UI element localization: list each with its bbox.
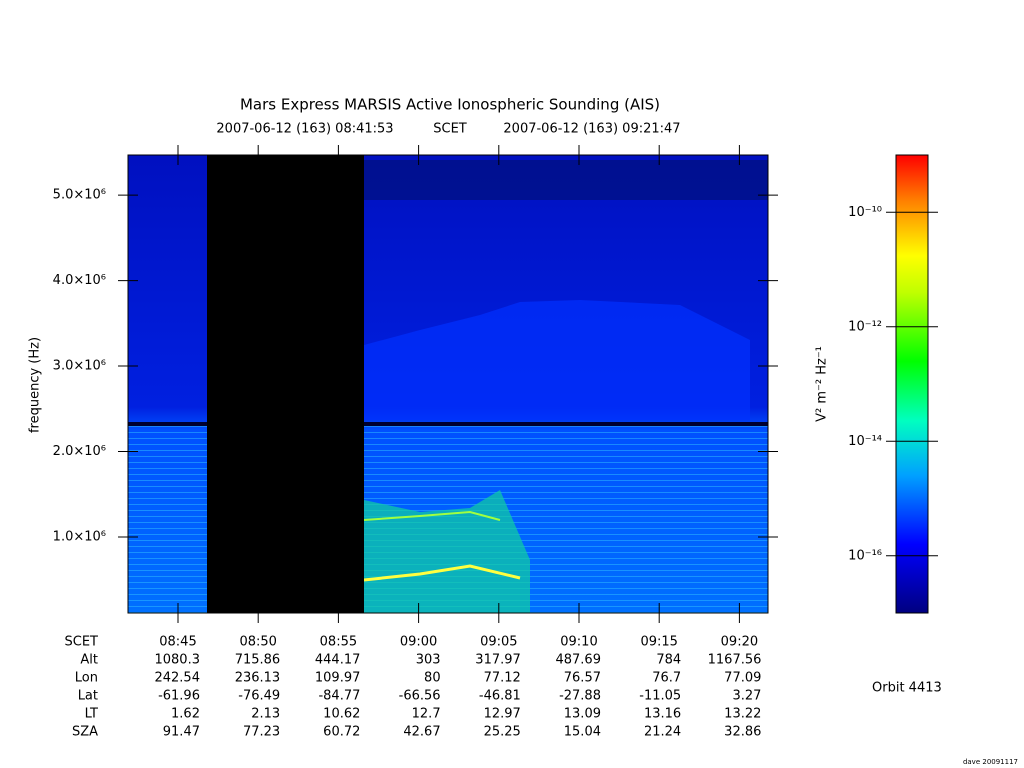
table-value: 76.57 — [564, 671, 601, 686]
x-tick-label: 09:00 — [400, 635, 437, 650]
table-value: 13.09 — [564, 707, 601, 722]
table-value: -61.96 — [158, 689, 200, 704]
y-tick-label: 3.0×10⁶ — [53, 359, 106, 374]
table-value: 10.62 — [323, 707, 360, 722]
x-tick-label: 08:50 — [239, 635, 276, 650]
spectrogram-line — [128, 422, 768, 426]
y-tick-label: 5.0×10⁶ — [53, 188, 106, 203]
table-value: 317.97 — [475, 653, 521, 668]
row-label: Alt — [80, 653, 98, 668]
table-value: 3.27 — [732, 689, 761, 704]
spectrogram-band — [364, 160, 768, 200]
table-value: 13.16 — [644, 707, 681, 722]
x-tick-label: 08:55 — [320, 635, 357, 650]
spectrogram-region — [364, 300, 750, 420]
table-value: 444.17 — [315, 653, 361, 668]
x-tick-label: 09:15 — [640, 635, 677, 650]
x-tick-label: 09:20 — [721, 635, 758, 650]
spectrogram-trace — [363, 564, 521, 582]
data-gap — [207, 155, 364, 613]
table-value: 487.69 — [555, 653, 601, 668]
colorbar-tick-label: 10⁻¹⁶ — [848, 548, 882, 563]
table-value: 15.04 — [564, 725, 601, 740]
table-value: 12.7 — [412, 707, 441, 722]
y-tick-label: 1.0×10⁶ — [53, 529, 106, 544]
row-label: LT — [85, 707, 98, 722]
table-value: 109.97 — [315, 671, 361, 686]
table-value: 1.62 — [171, 707, 200, 722]
table-value: -66.56 — [399, 689, 441, 704]
table-value: 80 — [424, 671, 441, 686]
subtitle: 2007-06-12 (163) 08:41:53 — [216, 122, 393, 137]
y-tick-label: 4.0×10⁶ — [53, 273, 106, 288]
table-value: 77.12 — [484, 671, 521, 686]
y-axis-label: frequency (Hz) — [28, 337, 43, 433]
row-label: SZA — [72, 725, 98, 740]
table-value: 303 — [416, 653, 441, 668]
table-value: 91.47 — [163, 725, 200, 740]
table-value: 236.13 — [235, 671, 281, 686]
table-value: -27.88 — [559, 689, 601, 704]
spectrogram-region — [364, 490, 530, 613]
orbit-label: Orbit 4413 — [872, 681, 942, 696]
row-label: Lon — [75, 671, 98, 686]
x-tick-label: 09:10 — [560, 635, 597, 650]
spectrogram-image — [128, 155, 768, 613]
table-value: 25.25 — [484, 725, 521, 740]
table-value: 784 — [656, 653, 681, 668]
x-tick-label: 09:05 — [480, 635, 517, 650]
colorbar-tick-label: 10⁻¹⁴ — [848, 434, 882, 449]
table-value: 76.7 — [652, 671, 681, 686]
table-value: 242.54 — [154, 671, 200, 686]
table-value: 1080.3 — [154, 653, 200, 668]
subtitle: SCET — [433, 122, 467, 137]
table-value: -11.05 — [639, 689, 681, 704]
table-value: -76.49 — [238, 689, 280, 704]
table-value: 32.86 — [724, 725, 761, 740]
row-label: SCET — [65, 635, 99, 650]
colorbar-tick-label: 10⁻¹² — [848, 319, 882, 334]
table-value: 715.86 — [235, 653, 281, 668]
table-value: -84.77 — [318, 689, 360, 704]
colorbar — [895, 154, 929, 614]
x-tick-label: 08:45 — [159, 635, 196, 650]
table-value: 1167.56 — [708, 653, 762, 668]
table-value: 21.24 — [644, 725, 681, 740]
table-value: 13.22 — [724, 707, 761, 722]
chart-title: Mars Express MARSIS Active Ionospheric S… — [240, 96, 660, 114]
colorbar-label: V² m⁻² Hz⁻¹ — [815, 346, 830, 422]
spectrogram-trace — [363, 510, 501, 521]
subtitle: 2007-06-12 (163) 09:21:47 — [503, 122, 680, 137]
colorbar-tick-label: 10⁻¹⁰ — [848, 205, 882, 220]
table-value: 2.13 — [251, 707, 280, 722]
row-label: Lat — [78, 689, 98, 704]
y-tick-label: 2.0×10⁶ — [53, 444, 106, 459]
table-value: 12.97 — [484, 707, 521, 722]
plot-frame — [127, 154, 769, 614]
table-value: 77.09 — [724, 671, 761, 686]
table-value: 77.23 — [243, 725, 280, 740]
table-value: 42.67 — [403, 725, 440, 740]
footer: dave 20091117 — [963, 758, 1018, 766]
table-value: -46.81 — [479, 689, 521, 704]
table-value: 60.72 — [323, 725, 360, 740]
